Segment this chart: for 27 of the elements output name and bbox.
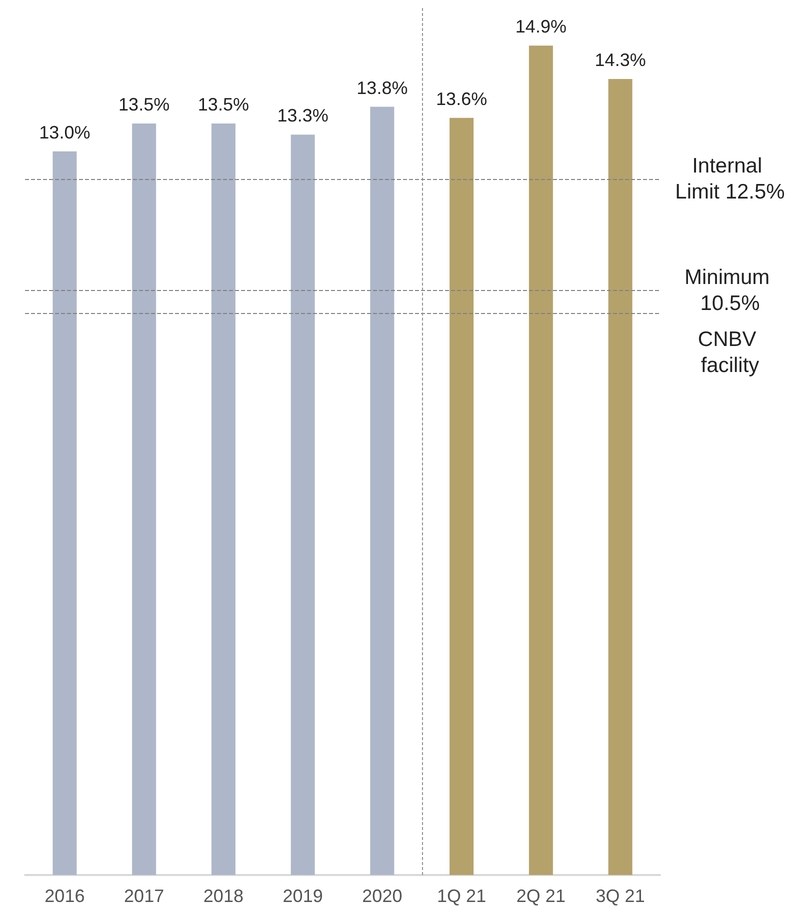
data-label: 13.0% bbox=[39, 122, 90, 142]
data-label: 13.8% bbox=[356, 78, 408, 98]
x-tick-label: 3Q 21 bbox=[596, 886, 645, 906]
bar bbox=[132, 124, 156, 875]
x-tick-label: 2017 bbox=[124, 886, 164, 906]
x-tick-label: 2020 bbox=[362, 886, 402, 906]
bar bbox=[211, 124, 236, 875]
x-tick-label: 2Q 21 bbox=[516, 886, 566, 906]
ref-line-label: CNBV facility bbox=[698, 328, 762, 377]
data-label: 13.6% bbox=[436, 88, 488, 109]
x-tick-label: 2019 bbox=[282, 886, 323, 906]
x-tick-label: 2018 bbox=[203, 886, 244, 906]
bar bbox=[370, 106, 394, 875]
ref-line-label: Minimum 10.5% bbox=[684, 266, 776, 315]
data-label: 14.3% bbox=[594, 50, 646, 70]
data-label: 13.5% bbox=[118, 94, 170, 114]
ref-line-label: Internal Limit 12.5% bbox=[675, 154, 785, 204]
data-label: 13.3% bbox=[277, 106, 328, 126]
bar bbox=[290, 134, 315, 875]
x-tick-label: 1Q 21 bbox=[437, 886, 486, 906]
x-tick-label: 2016 bbox=[44, 886, 85, 906]
data-label: 13.5% bbox=[198, 94, 249, 114]
bar bbox=[608, 78, 632, 875]
data-label: 14.9% bbox=[515, 16, 566, 37]
bar bbox=[450, 118, 474, 875]
bar bbox=[52, 151, 77, 875]
bar bbox=[528, 46, 553, 875]
